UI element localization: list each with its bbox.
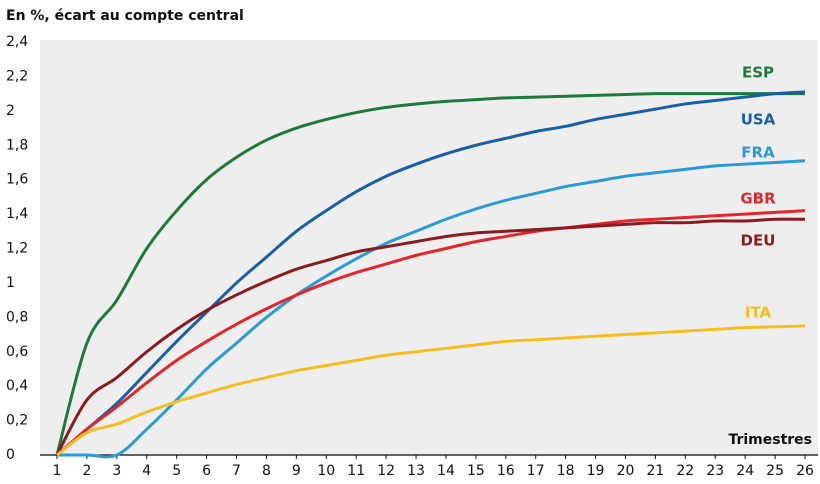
series-line (56, 324, 806, 457)
chart-title: En %, écart au compte central (6, 8, 244, 24)
series-label: GBR (740, 190, 776, 208)
y-tick-label: 0 (6, 447, 15, 463)
y-tick-label: 1,4 (6, 206, 28, 222)
x-tick-label: 6 (202, 463, 211, 479)
y-tick-label: 0,2 (6, 413, 28, 429)
x-tick-label: 23 (706, 463, 724, 479)
y-tick-label: 1,8 (6, 137, 28, 153)
series-label: FRA (741, 144, 775, 162)
y-tick-label: 2 (6, 103, 15, 119)
x-tick-label: 16 (497, 463, 515, 479)
x-tick-label: 26 (796, 463, 814, 479)
y-tick-label: 2,2 (6, 68, 28, 84)
x-tick-label: 10 (317, 463, 335, 479)
series-label: DEU (741, 232, 776, 250)
x-tick-label: 15 (467, 463, 485, 479)
x-tick-label: 25 (766, 463, 784, 479)
x-tick-label: 3 (112, 463, 121, 479)
x-tick-label: 17 (527, 463, 545, 479)
series-label: ITA (745, 304, 772, 322)
x-tick-label: 22 (676, 463, 694, 479)
y-tick-label: 1,2 (6, 241, 28, 257)
x-tick-label: 21 (646, 463, 664, 479)
x-tick-label: 4 (142, 463, 151, 479)
x-tick-label: 14 (437, 463, 455, 479)
series-line (55, 217, 806, 456)
series-line (56, 90, 806, 457)
x-tick-label: 2 (82, 463, 91, 479)
series-line (55, 92, 805, 456)
x-tick-label: 5 (172, 463, 181, 479)
x-tick-label: 19 (587, 463, 605, 479)
x-tick-label: 18 (557, 463, 575, 479)
x-tick-label: 12 (377, 463, 395, 479)
y-tick-label: 0,8 (6, 309, 28, 325)
series-label: ESP (742, 64, 774, 82)
x-tick-label: 1 (53, 463, 62, 479)
x-tick-label: 20 (617, 463, 635, 479)
x-tick-label: 7 (232, 463, 241, 479)
x-tick-label: 24 (736, 463, 754, 479)
y-tick-label: 2,4 (6, 34, 28, 50)
x-axis-label: Trimestres (728, 432, 812, 448)
x-tick-label: 8 (262, 463, 271, 479)
x-tick-label: 9 (292, 463, 301, 479)
x-tick-label: 13 (407, 463, 425, 479)
series-label: USA (741, 111, 776, 129)
y-tick-label: 0,4 (6, 378, 28, 394)
x-tick-label: 11 (347, 463, 365, 479)
plot-background (40, 40, 818, 456)
y-tick-label: 0,6 (6, 344, 28, 360)
y-tick-label: 1,6 (6, 172, 28, 188)
y-tick-label: 1 (6, 275, 15, 291)
series-line (56, 209, 806, 457)
series-line (56, 159, 806, 459)
